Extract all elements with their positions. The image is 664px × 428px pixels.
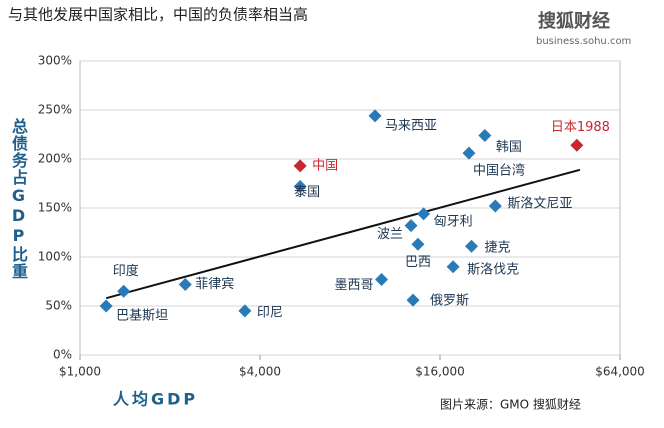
y-tick-label: 200% [38,152,72,166]
y-tick-label: 250% [38,103,72,117]
point-label: 印度 [113,263,139,279]
x-tick-label: $16,000 [415,365,465,379]
point [462,146,476,160]
point [117,284,131,298]
point-label: 菲律宾 [195,276,234,292]
point-label: 马来西亚 [385,118,437,133]
point [488,199,502,213]
y-tick-label: 100% [38,250,72,264]
point [411,237,425,251]
point-label: 韩国 [496,140,522,155]
y-axis-label: 总债务占GDP比重 [9,118,28,280]
point [178,277,192,291]
point-label: 斯洛伐克 [467,262,519,277]
y-tick-label: 0% [53,348,72,362]
point [465,239,479,253]
point-label: 匈牙利 [434,214,473,229]
point-label: 俄罗斯 [430,294,469,309]
point-label: 印尼 [257,305,283,320]
point [570,138,584,152]
point-label: 中国台湾 [473,163,525,179]
point-label: 巴西 [405,255,431,270]
point [293,159,307,173]
y-tick-label: 300% [38,54,72,68]
point-label: 中国 [312,158,338,173]
point-label: 墨西哥 [335,278,374,293]
x-axis-label: 人均GDP [113,390,198,409]
x-tick-label: $64,000 [595,365,645,379]
point [406,293,420,307]
point [238,304,252,318]
point [417,207,431,221]
point-label: 泰国 [294,185,320,200]
x-tick-label: $1,000 [59,365,101,379]
source: 图片来源：GMO 搜狐财经 [440,397,581,412]
logo-url: business.sohu.com [536,36,631,47]
x-tick-label: $4,000 [239,365,281,379]
point [293,179,307,193]
point-label: 波兰 [377,227,403,242]
y-tick-label: 150% [38,201,72,215]
point [446,260,460,274]
point-label: 巴基斯坦 [116,309,168,324]
y-tick-label: 50% [45,299,72,313]
chart-title: 与其他发展中国家相比，中国的负债率相当高 [8,6,308,24]
point [375,273,389,287]
point [404,219,418,233]
trendline [105,168,581,300]
point-label: 日本1988 [551,120,610,135]
point-label: 捷克 [485,241,511,256]
point [368,109,382,123]
logo: 搜狐财经 [538,10,610,32]
point [478,128,492,142]
point [99,299,113,313]
point-label: 斯洛文尼亚 [507,197,572,212]
